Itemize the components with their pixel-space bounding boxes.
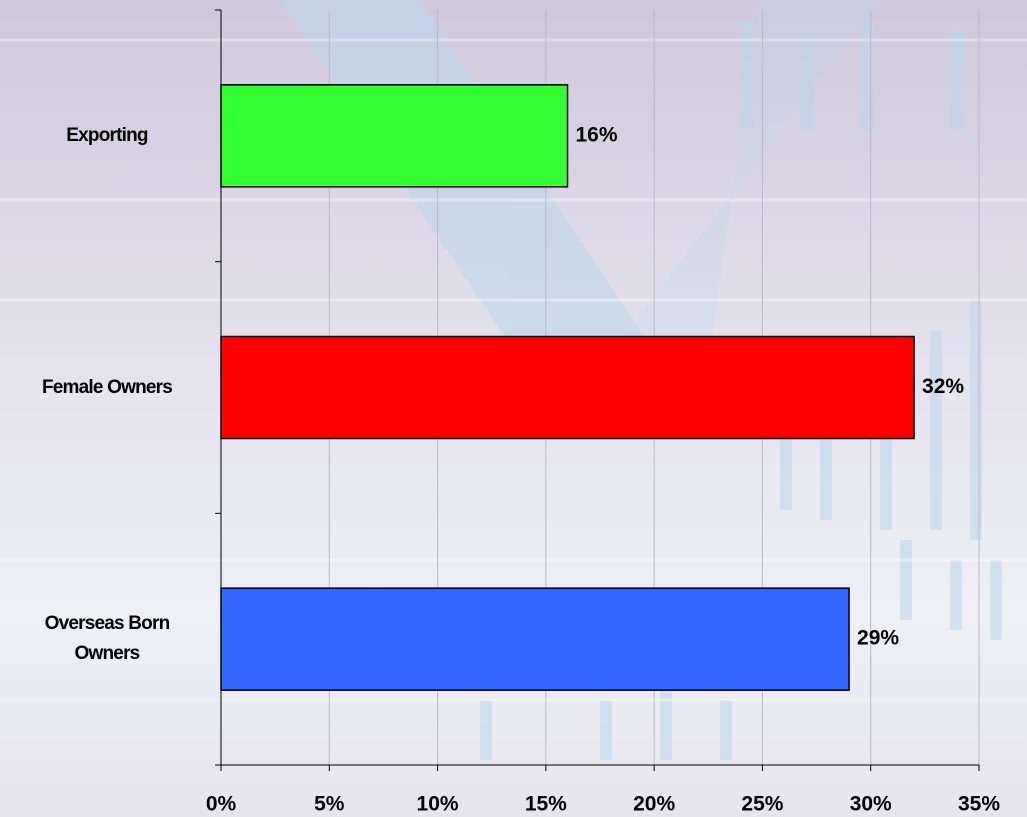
value-label: 16%	[576, 123, 618, 146]
x-tick-label: 20%	[633, 793, 675, 816]
x-tick-label: 5%	[314, 793, 345, 816]
value-label: 32%	[922, 375, 964, 398]
x-tick-label: 25%	[741, 793, 783, 816]
bar	[220, 84, 569, 188]
category-label: Overseas Born Owners	[44, 613, 171, 665]
value-label: 29%	[857, 627, 899, 650]
x-tick-label: 30%	[850, 793, 892, 816]
category-label: Female Owners	[41, 376, 173, 398]
x-tick-label: 35%	[958, 793, 1000, 816]
x-tick-label: 10%	[417, 793, 459, 816]
x-tick-label: 0%	[206, 793, 237, 816]
bar	[220, 587, 850, 691]
x-tick-label: 15%	[525, 793, 567, 816]
bar	[220, 335, 915, 440]
category-label: Exporting	[66, 124, 148, 146]
